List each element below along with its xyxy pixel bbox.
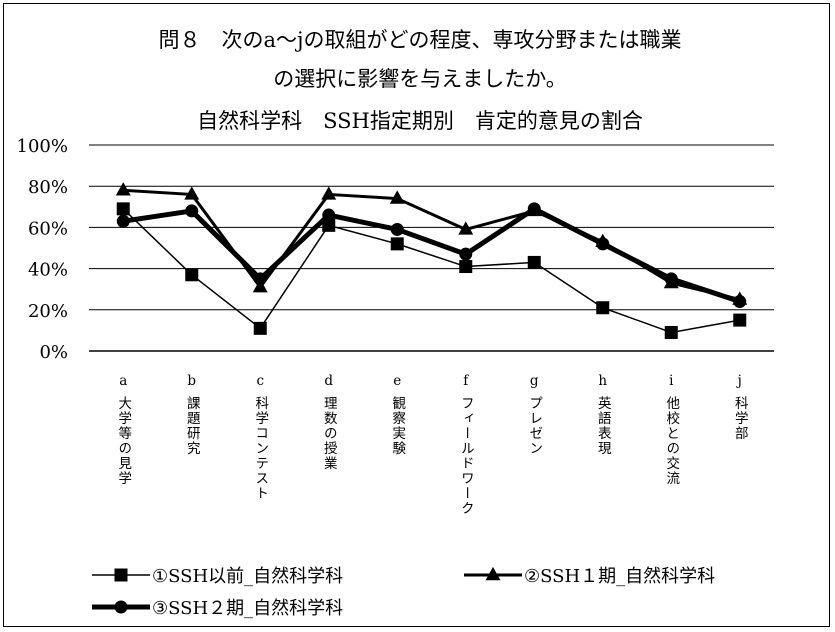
chart-title-line-1: 問８ 次のa～jの取組がどの程度、専攻分野または職業	[158, 28, 681, 52]
data-point-series-2	[389, 190, 405, 204]
data-point-series-3	[733, 295, 747, 309]
data-point-series-3	[596, 237, 610, 251]
data-point-series-3	[527, 202, 541, 216]
series-line-2	[123, 188, 741, 301]
x-category-letter: i	[669, 373, 674, 389]
series-line-1	[122, 208, 740, 334]
x-category-label: 英語表現	[595, 395, 612, 456]
data-point-series-3	[390, 222, 404, 236]
x-category-label: 大学等の見学	[115, 396, 132, 486]
y-tick-label: 0%	[39, 342, 68, 363]
x-category-letter: e	[393, 373, 401, 389]
x-category-letter: f	[463, 373, 469, 389]
y-tick-label: 20%	[28, 301, 68, 322]
series-group	[115, 182, 748, 339]
data-point-series-1	[390, 237, 404, 251]
y-tick-label: 60%	[28, 218, 68, 239]
data-point-series-3	[322, 208, 336, 222]
x-category-label: フィールドワーク	[458, 396, 474, 516]
data-point-series-1	[733, 313, 747, 327]
data-point-series-1	[322, 218, 336, 232]
y-tick-label: 100%	[17, 136, 68, 157]
data-point-series-2	[321, 186, 337, 200]
x-category-letter: a	[119, 373, 127, 389]
legend-label-3: ③SSH２期_自然科学科	[152, 598, 343, 619]
data-point-series-1	[664, 325, 678, 339]
legend-marker-2	[485, 566, 501, 581]
legend-marker-3	[114, 600, 128, 614]
data-point-series-2	[115, 182, 131, 196]
series-line-3	[122, 206, 741, 304]
data-point-series-1	[459, 260, 473, 274]
x-category-letter: h	[598, 373, 607, 389]
chart-title-line-2: の選択に影響を与えましたか。	[273, 67, 567, 91]
legend-label-1: ①SSH以前_自然科学科	[152, 566, 343, 587]
x-category-label: 課題研究	[184, 396, 201, 456]
data-point-series-1	[596, 301, 610, 315]
legend-marker-1	[114, 568, 128, 582]
data-point-series-3	[185, 204, 199, 218]
data-point-series-2	[184, 186, 200, 200]
y-tick-label: 40%	[28, 260, 68, 281]
x-category-letter: j	[736, 373, 742, 389]
data-point-series-1	[185, 268, 199, 282]
data-point-series-3	[253, 272, 267, 286]
legend: ①SSH以前_自然科学科 ②SSH１期_自然科学科 ③SSH２期_自然科学科	[92, 566, 715, 619]
gridlines	[89, 144, 774, 352]
x-axis-labels: a 大学等の見学 b 課題研究 c 科学コンテスト d 理数の授業 e 観察実験 f フィールドワーク…	[115, 373, 748, 516]
chart-frame: 問８ 次のa～jの取組がどの程度、専攻分野または職業 の選択に影響を与えましたか…	[3, 3, 830, 627]
data-point-series-3	[459, 247, 473, 261]
y-axis-labels: 0% 20% 40% 60% 80% 100%	[17, 136, 68, 363]
data-point-series-2	[458, 221, 474, 235]
x-category-label: 理数の授業	[321, 396, 338, 471]
chart-title: 問８ 次のa～jの取組がどの程度、専攻分野または職業 の選択に影響を与えましたか…	[158, 28, 681, 133]
x-category-label: 観察実験	[389, 395, 406, 456]
x-category-letter: c	[256, 373, 264, 389]
data-point-series-2	[252, 279, 268, 293]
data-point-series-1	[253, 321, 267, 335]
x-category-letter: b	[187, 373, 196, 389]
chart-title-line-3: 自然科学科 SSH指定期別 肯定的意見の割合	[197, 109, 643, 133]
data-point-series-1	[527, 255, 541, 269]
data-point-series-1	[116, 202, 130, 216]
y-tick-label: 80%	[28, 177, 68, 198]
x-category-letter: d	[324, 373, 333, 389]
x-category-label: 他校との交流	[663, 396, 680, 486]
x-category-label: 科学コンテスト	[252, 396, 269, 501]
line-chart: 問８ 次のa～jの取組がどの程度、専攻分野または職業 の選択に影響を与えましたか…	[17, 28, 774, 619]
data-point-series-3	[116, 214, 130, 228]
x-category-label: 科学部	[732, 396, 749, 441]
legend-label-2: ②SSH１期_自然科学科	[524, 566, 715, 587]
x-category-label: プレゼン	[526, 396, 543, 456]
data-point-series-3	[664, 272, 678, 286]
x-category-letter: g	[530, 373, 539, 389]
